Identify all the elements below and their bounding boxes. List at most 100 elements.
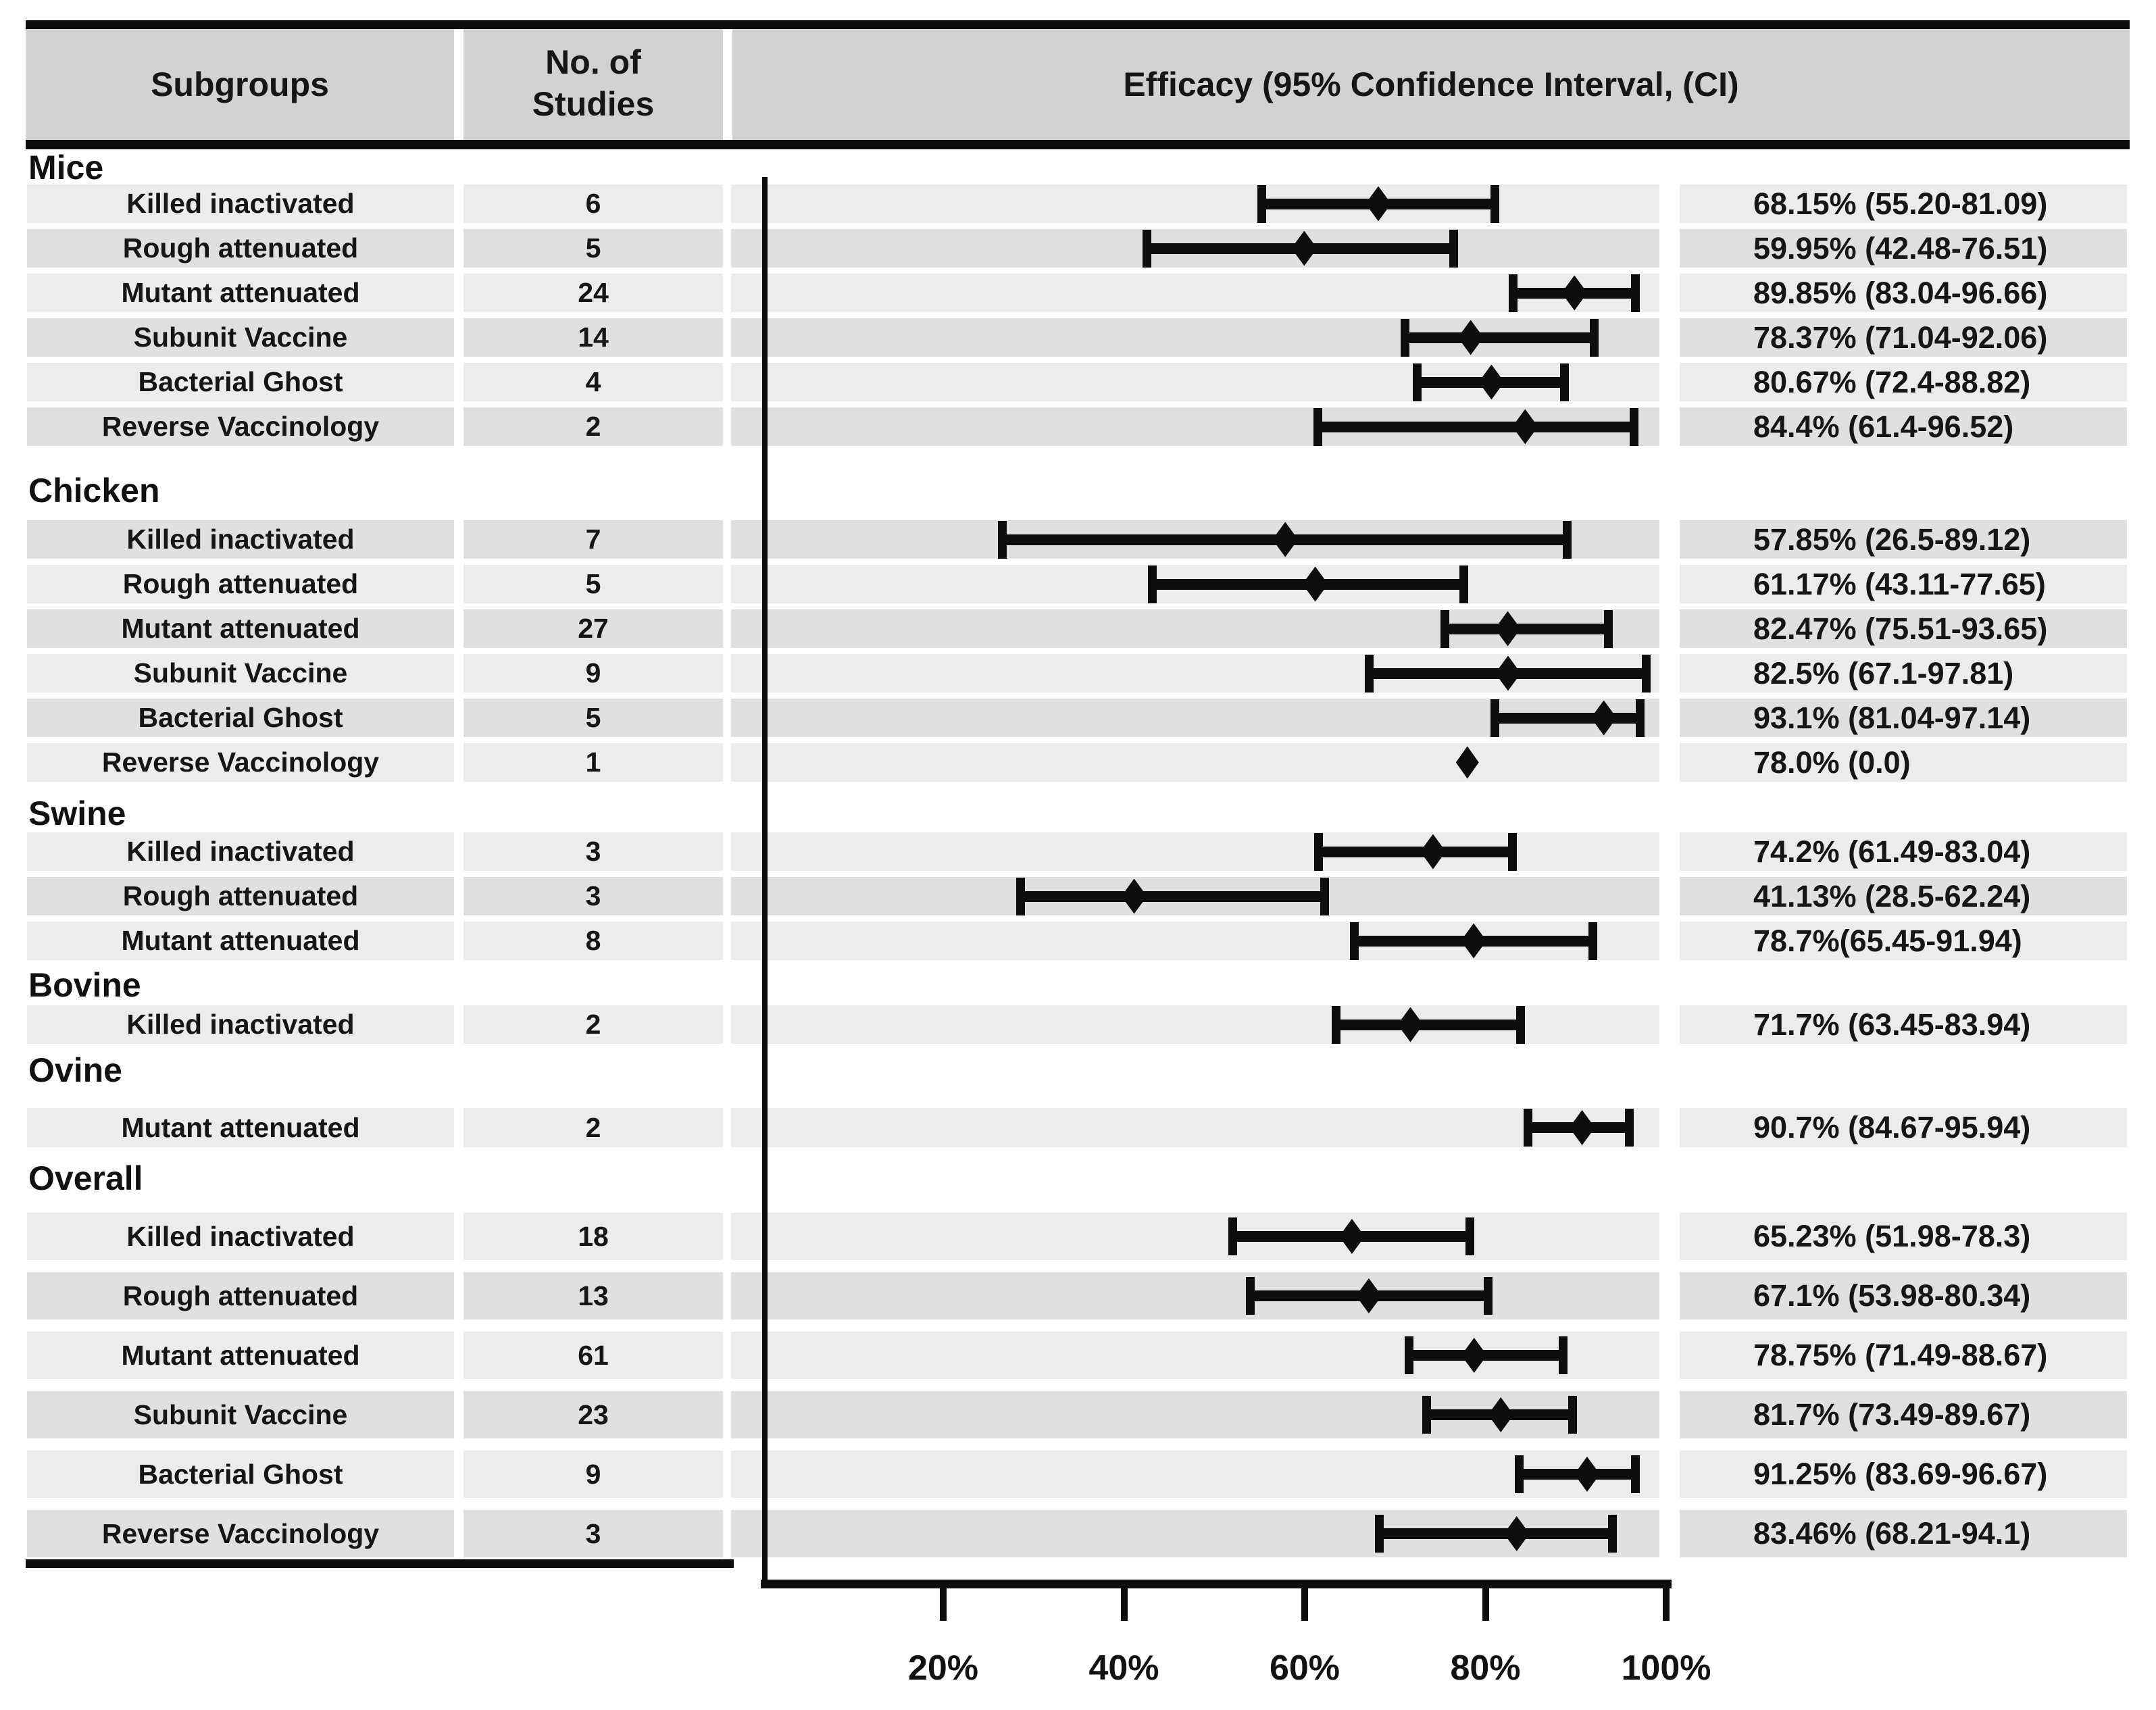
row-band xyxy=(1680,274,2127,312)
row-studies-count: 13 xyxy=(578,1280,609,1311)
row-studies-count: 61 xyxy=(578,1340,609,1371)
x-axis-tick xyxy=(1663,1588,1670,1621)
efficacy-value: 93.1% (81.04-97.14) xyxy=(1753,701,2031,735)
row-band xyxy=(27,520,454,559)
row-band xyxy=(731,1451,1659,1498)
ci-cap-low xyxy=(1440,609,1450,648)
ci-cap-high xyxy=(1631,274,1640,312)
row-band xyxy=(1680,1108,2127,1147)
row-label: Rough attenuated xyxy=(122,232,359,263)
row-band xyxy=(1680,1391,2127,1438)
row-studies-count: 24 xyxy=(578,277,609,308)
column-header-studies-line1: No. of xyxy=(545,43,641,81)
row-studies-count: 27 xyxy=(578,613,609,644)
row-studies-count: 3 xyxy=(585,1518,601,1549)
row-band xyxy=(463,1391,723,1438)
efficacy-value: 82.47% (75.51-93.65) xyxy=(1753,611,2048,646)
row-band xyxy=(27,877,454,915)
row-band xyxy=(27,832,454,871)
row-band xyxy=(27,565,454,603)
row-studies-count: 23 xyxy=(578,1399,609,1430)
column-header-efficacy: Efficacy (95% Confidence Interval, (CI) xyxy=(1123,66,1739,103)
row-studies-count: 6 xyxy=(585,188,601,219)
row-label: Rough attenuated xyxy=(122,568,359,599)
row-label: Subunit Vaccine xyxy=(133,657,348,688)
row-band xyxy=(27,654,454,693)
column-header-subgroups: Subgroups xyxy=(151,66,329,103)
ci-cap-high xyxy=(1559,1336,1568,1374)
row-band xyxy=(463,407,723,446)
row-label: Rough attenuated xyxy=(122,1280,359,1311)
x-axis-tick-label: 80% xyxy=(1450,1649,1521,1688)
efficacy-value: 57.85% (26.5-89.12) xyxy=(1753,522,2031,557)
row-studies-count: 14 xyxy=(578,322,609,353)
ci-cap-low xyxy=(1228,1217,1237,1255)
ci-cap-high xyxy=(1630,407,1639,446)
row-band xyxy=(731,184,1659,223)
row-band xyxy=(27,1451,454,1498)
row-band xyxy=(1680,565,2127,603)
efficacy-value: 65.23% (51.98-78.3) xyxy=(1753,1219,2031,1253)
ci-whisker-line xyxy=(1378,1528,1613,1539)
ci-cap-high xyxy=(1635,699,1645,737)
efficacy-value: 91.25% (83.69-96.67) xyxy=(1753,1457,2048,1491)
ci-cap-low xyxy=(1490,699,1500,737)
ci-cap-low xyxy=(1412,363,1422,401)
row-studies-count: 9 xyxy=(585,657,601,688)
ci-cap-low xyxy=(1313,832,1323,871)
row-label: Killed inactivated xyxy=(126,1221,355,1252)
row-label: Subunit Vaccine xyxy=(133,1399,348,1430)
row-band xyxy=(463,877,723,915)
efficacy-value: 67.1% (53.98-80.34) xyxy=(1753,1278,2031,1313)
row-band xyxy=(27,1108,454,1147)
row-studies-count: 5 xyxy=(585,568,601,599)
row-band xyxy=(1680,654,2127,693)
efficacy-value: 89.85% (83.04-96.66) xyxy=(1753,276,2048,310)
x-axis-tick xyxy=(1482,1588,1489,1621)
efficacy-value: 61.17% (43.11-77.65) xyxy=(1753,567,2046,601)
row-studies-count: 2 xyxy=(585,1112,601,1143)
row-band xyxy=(27,407,454,446)
row-band xyxy=(731,1108,1659,1147)
row-band xyxy=(1680,229,2127,268)
ci-cap-high xyxy=(1631,1455,1640,1493)
efficacy-value: 78.0% (0.0) xyxy=(1753,745,1911,780)
row-band xyxy=(1680,520,2127,559)
row-band xyxy=(1680,407,2127,446)
row-band xyxy=(463,1510,723,1557)
ci-cap-low xyxy=(1509,274,1518,312)
row-band xyxy=(1680,318,2127,357)
ci-cap-high xyxy=(1608,1515,1618,1553)
row-studies-count: 1 xyxy=(585,747,601,778)
row-band xyxy=(463,1272,723,1319)
row-band xyxy=(1680,832,2127,871)
ci-cap-high xyxy=(1604,609,1613,648)
row-band xyxy=(1680,1451,2127,1498)
ci-whisker-line xyxy=(1318,846,1513,857)
ci-cap-high xyxy=(1568,1396,1577,1434)
ci-whisker-line xyxy=(1336,1019,1522,1030)
efficacy-value: 82.5% (67.1-97.81) xyxy=(1753,656,2014,690)
row-studies-count: 3 xyxy=(585,880,601,911)
row-band xyxy=(1680,1213,2127,1260)
x-axis-line xyxy=(761,1580,1672,1588)
ci-cap-high xyxy=(1465,1217,1474,1255)
efficacy-value: 78.7%(65.45-91.94) xyxy=(1753,924,2022,958)
row-label: Subunit Vaccine xyxy=(133,322,348,353)
efficacy-value: 83.46% (68.21-94.1) xyxy=(1753,1516,2031,1551)
header-cell-subgroups xyxy=(26,29,454,140)
header-bottom-border xyxy=(26,140,2130,149)
row-band xyxy=(1680,1332,2127,1379)
row-band xyxy=(463,1213,723,1260)
row-band xyxy=(1680,699,2127,737)
row-band xyxy=(731,743,1659,782)
row-band xyxy=(27,274,454,312)
row-studies-count: 2 xyxy=(585,1009,601,1040)
row-band xyxy=(463,1332,723,1379)
ci-cap-high xyxy=(1560,363,1570,401)
group-label-mice: Mice xyxy=(28,149,104,186)
row-band xyxy=(463,699,723,737)
ci-cap-low xyxy=(1246,1277,1255,1315)
